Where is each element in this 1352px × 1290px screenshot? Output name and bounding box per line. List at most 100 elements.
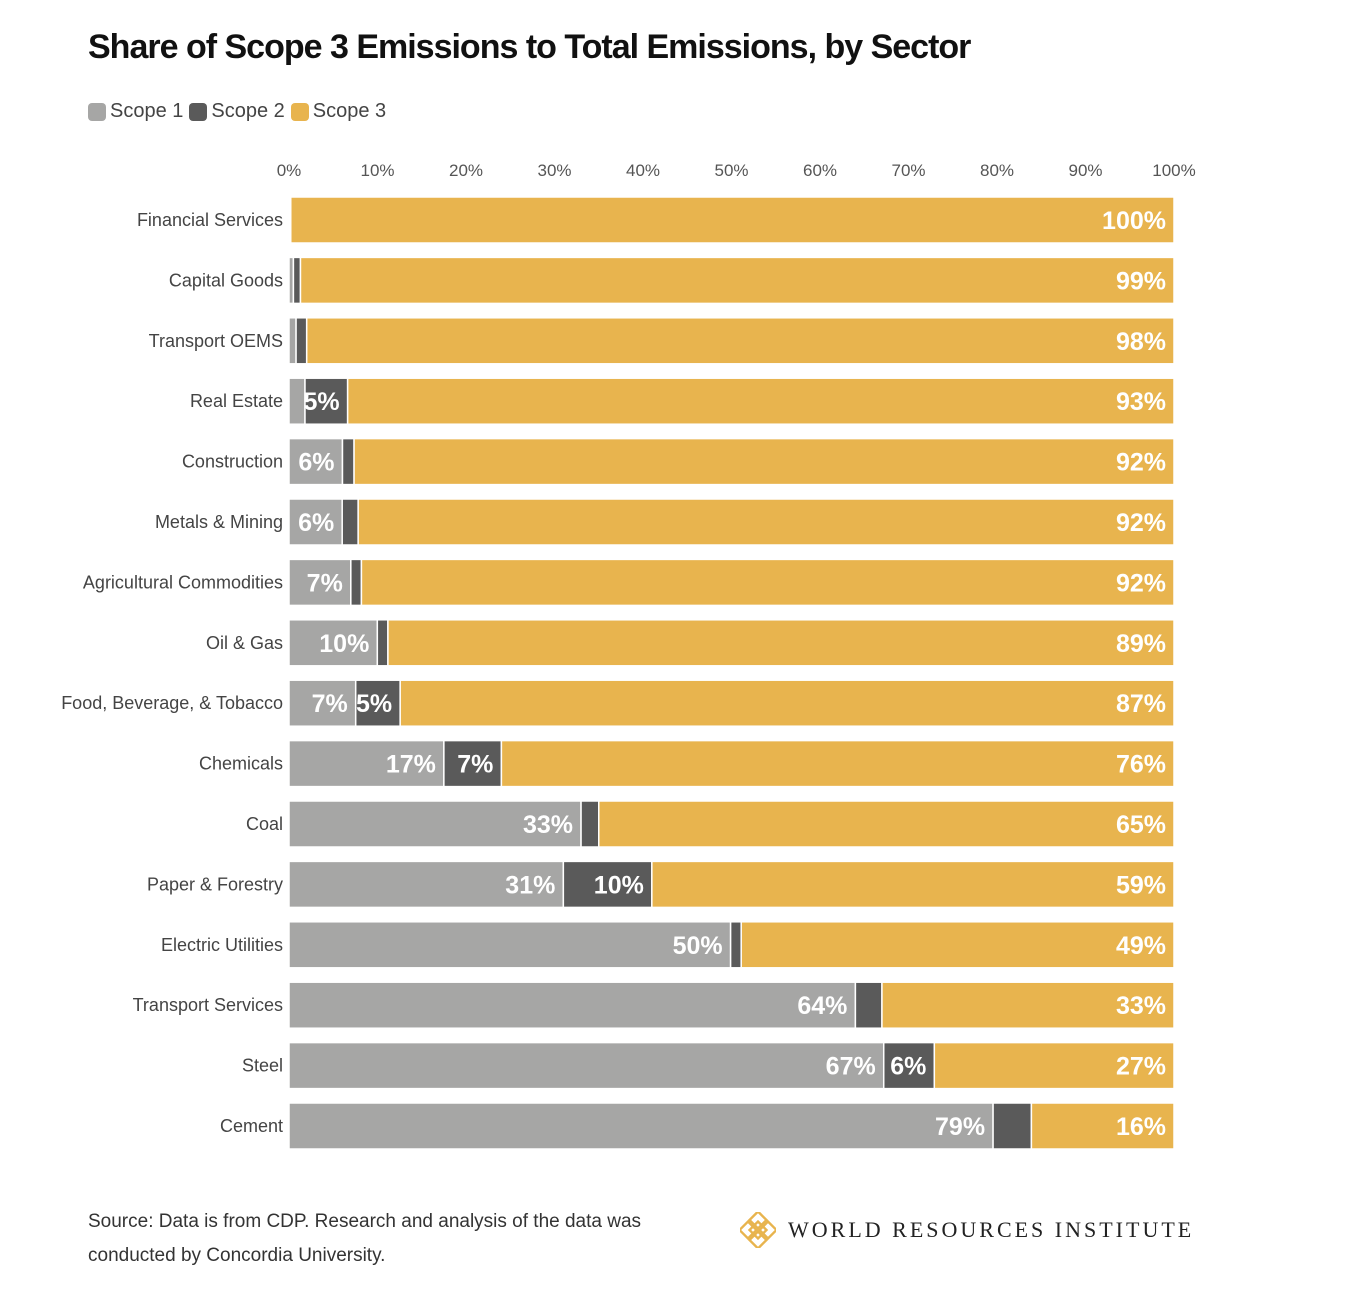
legend-item-scope1: Scope 1 [88, 100, 183, 123]
bar-segment-scope3 [651, 860, 1175, 909]
x-tick-label: 50% [714, 161, 748, 180]
category-label: Agricultural Commodities [83, 572, 283, 592]
bar-segment-scope2 [292, 256, 302, 305]
data-label: 6% [890, 1053, 926, 1081]
bar-segment-scope1 [288, 619, 379, 667]
bar-segment-scope1 [288, 1102, 994, 1150]
bar-segment-scope2 [729, 921, 742, 969]
data-label: 50% [673, 932, 723, 960]
category-label: Food, Beverage, & Tobacco [61, 693, 283, 713]
data-label: 27% [1116, 1053, 1166, 1081]
data-label: 79% [935, 1113, 985, 1141]
data-label: 7% [312, 690, 348, 718]
bar-segment-scope1 [288, 981, 857, 1029]
category-label: Chemicals [199, 754, 283, 774]
data-label: 92% [1116, 509, 1166, 537]
x-tick-label: 80% [980, 161, 1014, 180]
bar-segment-scope1 [288, 498, 343, 546]
x-tick-label: 70% [891, 161, 925, 180]
category-label: Transport Services [133, 995, 283, 1015]
bar-segment-scope3 [346, 377, 1175, 425]
bar-segment-scope1 [288, 860, 565, 909]
bar-segment-scope2 [580, 800, 600, 848]
data-label: 59% [1116, 871, 1166, 899]
bar-segment-scope2 [992, 1102, 1033, 1150]
bar-segment-scope2 [350, 558, 363, 607]
x-tick-label: 40% [626, 161, 660, 180]
x-tick-label: 20% [449, 161, 483, 180]
source-note: Source: Data is from CDP. Research and a… [88, 1211, 642, 1266]
bar-segment-scope1 [288, 1041, 885, 1090]
bar-segment-scope2 [341, 437, 355, 486]
data-label: 10% [594, 871, 644, 899]
data-label: 49% [1116, 932, 1166, 960]
bar-segment-scope3 [299, 256, 1175, 305]
bar-segment-scope3 [881, 981, 1175, 1029]
bar-segment-scope2 [341, 498, 359, 546]
data-label: 10% [319, 630, 369, 658]
x-tick-label: 10% [360, 161, 394, 180]
bar-segment-scope3 [353, 437, 1175, 486]
data-label: 6% [298, 509, 334, 537]
wri-logo-icon [740, 1212, 776, 1248]
wri-logo: WORLD RESOURCES INSTITUTE [740, 1212, 1194, 1248]
bar-segment-scope1 [288, 679, 357, 727]
bar-segment-scope3 [360, 558, 1175, 607]
data-label: 6% [298, 449, 334, 477]
bar-segment-scope3 [740, 921, 1175, 969]
category-label: Oil & Gas [206, 633, 283, 653]
data-label: 5% [304, 388, 340, 416]
data-label: 92% [1116, 449, 1166, 477]
bar-segment-scope2 [443, 739, 503, 788]
legend-label-scope3: Scope 3 [312, 100, 387, 122]
data-label: 33% [523, 811, 573, 839]
bar-segment-scope1 [288, 739, 445, 788]
category-label: Electric Utilities [161, 935, 283, 955]
bar-segment-scope3 [290, 196, 1175, 244]
data-label: 98% [1116, 328, 1166, 356]
data-label: 17% [386, 751, 436, 779]
data-label: 33% [1116, 992, 1166, 1020]
data-label: 89% [1116, 630, 1166, 658]
data-label: 7% [307, 569, 343, 597]
bar-segment-scope1 [288, 921, 732, 969]
category-label: Real Estate [190, 391, 283, 411]
category-label: Cement [220, 1116, 283, 1136]
data-label: 65% [1116, 811, 1166, 839]
category-label: Metals & Mining [155, 512, 283, 532]
bar-segment-scope3 [305, 317, 1175, 365]
legend-swatch-scope1 [88, 102, 106, 121]
bar-segment-scope3 [357, 498, 1175, 546]
legend-item-scope2: Scope 2 [189, 100, 285, 123]
legend-label-scope2: Scope 2 [211, 100, 285, 122]
bar-segment-scope1 [288, 558, 352, 607]
data-label: 99% [1116, 267, 1166, 295]
data-label: 100% [1102, 207, 1166, 235]
bar-segment-scope2 [562, 860, 653, 909]
bar-segment-scope1 [288, 800, 582, 848]
bar-segment-scope2 [882, 1041, 936, 1090]
category-label: Transport OEMS [149, 331, 283, 351]
x-tick-label: 30% [537, 161, 571, 180]
x-tick-label: 0% [277, 161, 302, 180]
x-tick-label: 90% [1068, 161, 1102, 180]
bar-segment-scope2 [295, 317, 308, 365]
stacked-bar-chart: 0% 10% 20% 30% 40% 50% 60% 70% 80% 90% 100% Financi… [61, 161, 1196, 1150]
bar-segment-scope2 [854, 981, 883, 1029]
bar-segment-scope3 [387, 619, 1175, 667]
data-label: 67% [826, 1053, 876, 1081]
legend-item-scope3: Scope 3 [290, 100, 387, 123]
category-label: Paper & Forestry [147, 874, 283, 894]
category-label: Financial Services [137, 210, 283, 230]
data-label: 93% [1116, 388, 1166, 416]
x-tick-label: 60% [803, 161, 837, 180]
legend-swatch-scope2 [189, 102, 208, 121]
data-label: 64% [797, 992, 847, 1020]
data-label: 31% [505, 871, 555, 899]
bar-segment-scope3 [1030, 1102, 1175, 1150]
data-label: 92% [1116, 569, 1166, 597]
data-label: 5% [356, 690, 392, 718]
bar-segment-scope1 [288, 317, 297, 365]
x-tick-label: 100% [1152, 161, 1195, 180]
bar-segment-scope3 [933, 1041, 1175, 1090]
